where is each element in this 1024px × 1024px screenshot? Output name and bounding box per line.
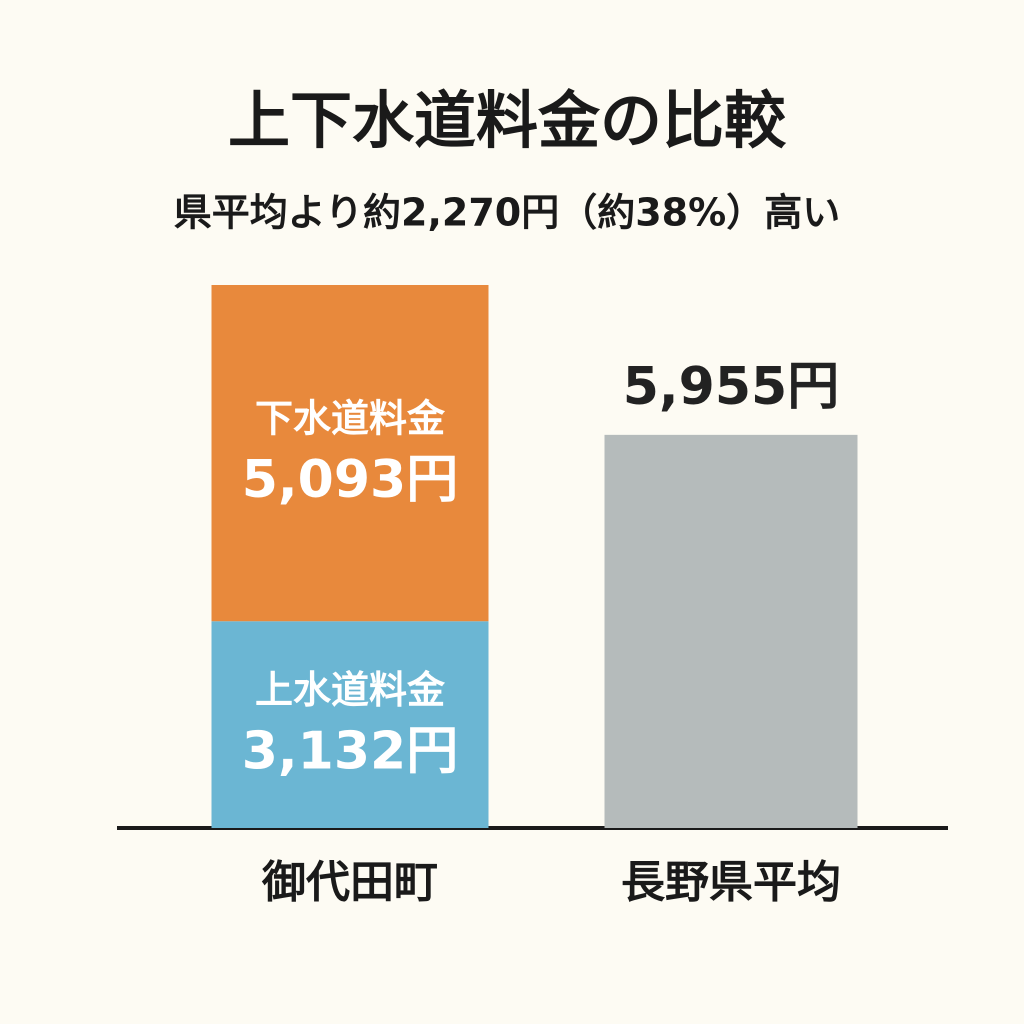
chart-subtitle: 県平均より約2,270円（約38%）高い: [174, 191, 840, 235]
segment-name-label: 下水道料金: [255, 397, 446, 441]
segment-name-label: 上水道料金: [255, 668, 446, 712]
value-label: 3,132円: [242, 722, 458, 782]
value-label: 5,093円: [242, 450, 458, 510]
x-tick-label: 御代田町: [261, 857, 438, 908]
value-label: 5,955円: [623, 357, 839, 417]
chart-title: 上下水道料金の比較: [228, 84, 787, 157]
bar-segment: [211, 285, 489, 622]
bar-segment: [604, 434, 858, 828]
bar-segment: [211, 621, 489, 828]
x-tick-label: 長野県平均: [621, 857, 841, 908]
